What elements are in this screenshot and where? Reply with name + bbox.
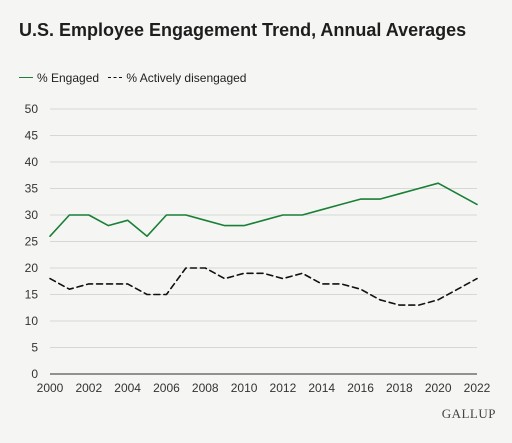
y-tick-label: 20 [25,261,39,275]
y-tick-label: 0 [31,367,38,381]
x-tick-label: 2008 [192,381,219,395]
y-tick-label: 30 [25,208,39,222]
chart-legend: % Engaged % Actively disengaged [19,70,252,86]
x-tick-label: 2014 [308,381,335,395]
x-tick-label: 2012 [270,381,297,395]
series-line-actively-disengaged [49,267,478,306]
y-tick-label: 15 [25,288,39,302]
x-tick-label: 2018 [386,381,413,395]
y-tick-label: 10 [25,314,39,328]
y-tick-label: 5 [31,341,38,355]
series-line-engaged [49,182,478,237]
legend-swatch-actively-disengaged [108,76,123,78]
legend-item-engaged: % Engaged [19,70,99,85]
y-tick-label: 45 [25,129,39,143]
x-tick-label: 2022 [464,381,491,395]
y-tick-label: 50 [25,102,39,116]
x-tick-label: 2010 [231,381,258,395]
gallup-logo: GALLUP [441,406,496,421]
x-tick-label: 2000 [37,381,64,395]
y-tick-label: 35 [25,182,39,196]
chart-title: U.S. Employee Engagement Trend, Annual A… [19,20,467,40]
y-tick-label: 40 [25,155,39,169]
x-tick-label: 2016 [347,381,374,395]
x-tick-label: 2002 [75,381,102,395]
x-tick-label: 2020 [425,381,452,395]
legend-label-actively-disengaged: % Actively disengaged [126,71,247,86]
x-tick-label: 2006 [153,381,180,395]
x-tick-label: 2004 [114,381,141,395]
legend-swatch-engaged [19,76,33,78]
legend-label-engaged: % Engaged [37,71,100,86]
legend-item-actively-disengaged: % Actively disengaged [108,70,246,85]
y-tick-label: 25 [25,235,39,249]
